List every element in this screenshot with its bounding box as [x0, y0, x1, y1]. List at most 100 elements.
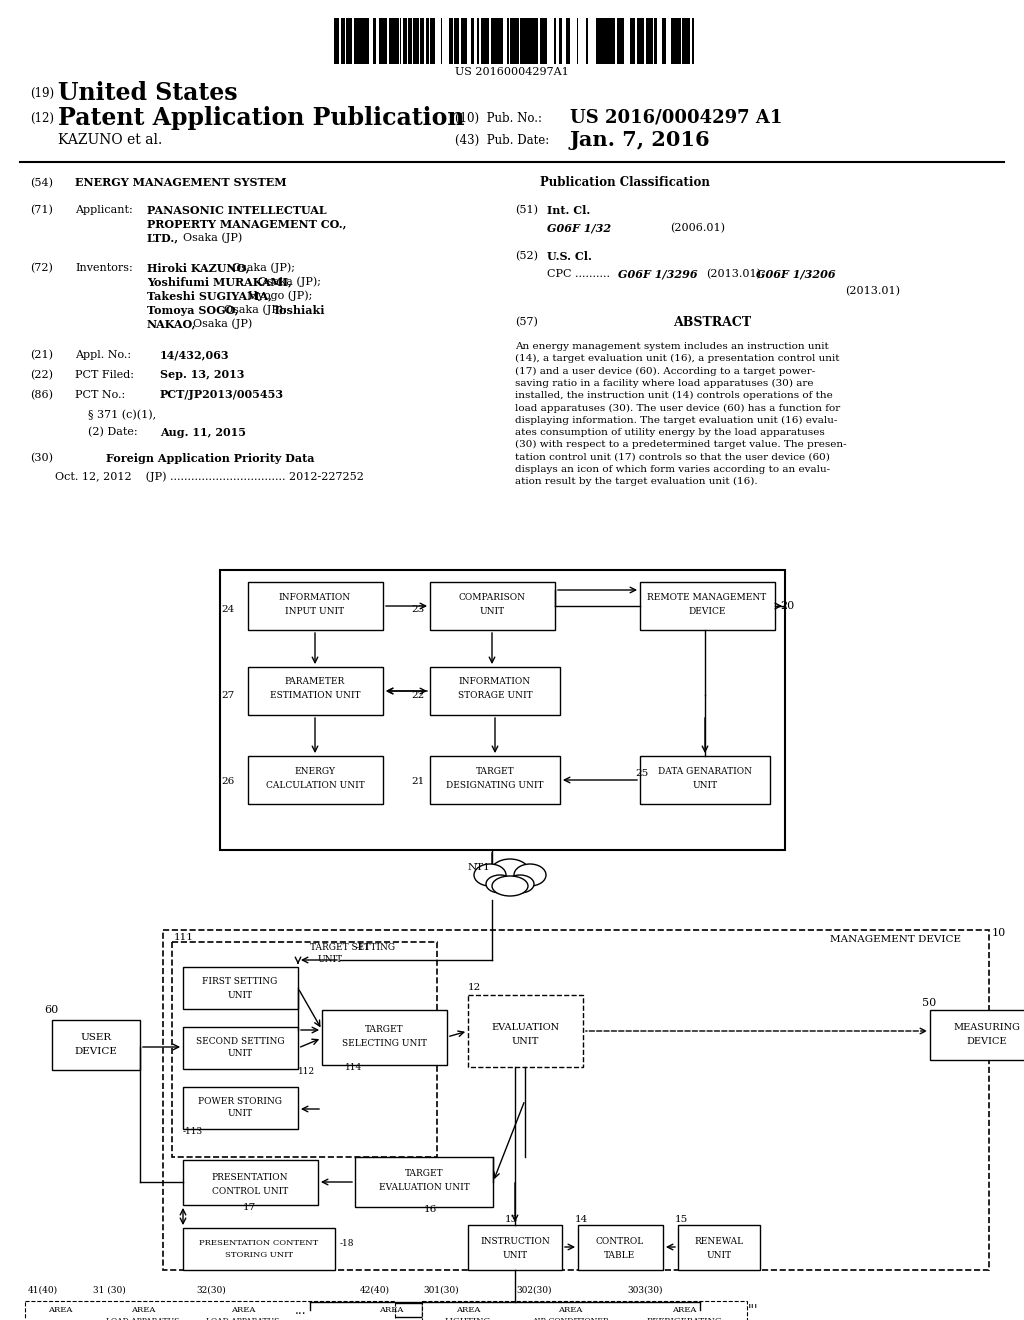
Text: INPUT UNIT: INPUT UNIT: [286, 607, 344, 616]
Text: Appl. No.:: Appl. No.:: [75, 350, 131, 360]
Bar: [355, 1158, 493, 1206]
Bar: [534, 18, 538, 63]
Bar: [25, 1302, 395, 1320]
Text: TABLE: TABLE: [604, 1250, 636, 1259]
Text: 14: 14: [575, 1216, 588, 1225]
Text: LOAD APPARATUS: LOAD APPARATUS: [106, 1317, 179, 1320]
Bar: [532, 18, 534, 63]
Text: (72): (72): [30, 263, 53, 273]
Text: AREA: AREA: [379, 1305, 403, 1313]
Text: UNIT: UNIT: [503, 1250, 527, 1259]
Bar: [322, 1010, 447, 1065]
Bar: [485, 18, 489, 63]
Text: (2006.01): (2006.01): [670, 223, 725, 234]
Text: UNIT: UNIT: [227, 990, 253, 999]
Text: An energy management system includes an instruction unit
(14), a target evaluati: An energy management system includes an …: [515, 342, 847, 486]
Bar: [183, 1228, 335, 1270]
Text: PARAMETER: PARAMETER: [285, 677, 345, 686]
Bar: [483, 18, 485, 63]
Bar: [618, 18, 620, 63]
Text: Hyogo (JP);: Hyogo (JP);: [248, 290, 312, 301]
Text: (2013.01): (2013.01): [845, 286, 900, 296]
Text: EVALUATION: EVALUATION: [490, 1023, 559, 1031]
Text: LTD.,: LTD.,: [147, 232, 179, 243]
Text: 112: 112: [298, 1068, 315, 1077]
Text: TARGET: TARGET: [404, 1168, 443, 1177]
Text: AREA: AREA: [230, 1305, 255, 1313]
Bar: [397, 18, 399, 63]
Bar: [385, 18, 387, 63]
Text: INFORMATION: INFORMATION: [459, 677, 531, 686]
Text: Jan. 7, 2016: Jan. 7, 2016: [570, 129, 711, 150]
Text: (51): (51): [515, 205, 538, 215]
Text: G06F 1/3206: G06F 1/3206: [756, 268, 836, 280]
Text: 32(30): 32(30): [196, 1286, 225, 1295]
Text: 50: 50: [922, 998, 936, 1008]
Text: FIRST SETTING: FIRST SETTING: [203, 978, 278, 986]
Text: 31 (30): 31 (30): [93, 1286, 126, 1295]
Bar: [416, 18, 419, 63]
Text: TARGET SETTING: TARGET SETTING: [310, 944, 395, 953]
Bar: [52, 1020, 140, 1071]
Text: (21): (21): [30, 350, 53, 360]
Text: Inventors:: Inventors:: [75, 263, 133, 273]
Text: SECOND SETTING: SECOND SETTING: [196, 1036, 285, 1045]
Text: Hiroki KAZUNO,: Hiroki KAZUNO,: [147, 263, 250, 273]
Text: INFORMATION: INFORMATION: [279, 594, 351, 602]
Text: ''': ''': [748, 1304, 759, 1316]
Bar: [461, 18, 464, 63]
Text: (2013.01);: (2013.01);: [706, 269, 765, 279]
Text: G06F 1/32: G06F 1/32: [547, 223, 611, 234]
Bar: [337, 18, 339, 63]
Text: 27: 27: [221, 690, 234, 700]
Text: (19): (19): [30, 87, 54, 99]
Text: AREA: AREA: [558, 1305, 583, 1313]
Text: (54): (54): [30, 178, 53, 189]
Text: UNIT: UNIT: [227, 1049, 253, 1059]
Text: MANAGEMENT DEVICE: MANAGEMENT DEVICE: [830, 936, 961, 945]
Text: 21: 21: [412, 777, 425, 787]
Text: DATA GENARATION: DATA GENARATION: [658, 767, 752, 776]
Text: DEVICE: DEVICE: [688, 606, 726, 615]
Bar: [627, 1303, 742, 1317]
Bar: [380, 18, 383, 63]
Text: -11: -11: [356, 944, 371, 953]
Text: UNIT: UNIT: [707, 1250, 731, 1259]
Text: TARGET: TARGET: [365, 1026, 403, 1035]
Bar: [683, 18, 687, 63]
Text: Osaka (JP);: Osaka (JP);: [258, 277, 321, 288]
Text: Takeshi SUGIYAMA,: Takeshi SUGIYAMA,: [147, 290, 272, 301]
Text: ESTIMATION UNIT: ESTIMATION UNIT: [269, 692, 360, 701]
Text: TARGET: TARGET: [476, 767, 514, 776]
Text: AREA: AREA: [672, 1305, 696, 1313]
Text: PROPERTY MANAGEMENT CO.,: PROPERTY MANAGEMENT CO.,: [147, 219, 346, 230]
Bar: [930, 1010, 1024, 1060]
Text: AREA: AREA: [48, 1305, 72, 1313]
Bar: [28, 1303, 93, 1317]
Bar: [172, 942, 437, 1158]
Bar: [93, 1303, 193, 1317]
Bar: [389, 18, 391, 63]
Text: ABSTRACT: ABSTRACT: [673, 315, 751, 329]
Text: EVALUATION UNIT: EVALUATION UNIT: [379, 1183, 469, 1192]
Bar: [471, 18, 474, 63]
Text: 17: 17: [243, 1204, 256, 1213]
Text: LIGHTING: LIGHTING: [444, 1317, 492, 1320]
Text: (2) Date:: (2) Date:: [88, 426, 137, 437]
Bar: [334, 18, 337, 63]
Bar: [248, 582, 383, 630]
Text: (52): (52): [515, 251, 538, 261]
Bar: [520, 18, 524, 63]
Text: Foreign Application Priority Data: Foreign Application Priority Data: [105, 453, 314, 463]
Text: 14/432,063: 14/432,063: [160, 350, 229, 360]
Text: -113: -113: [183, 1127, 203, 1137]
Text: UNIT: UNIT: [479, 607, 505, 616]
Bar: [248, 756, 383, 804]
Bar: [383, 18, 385, 63]
Bar: [613, 18, 615, 63]
Text: US 2016/0004297 A1: US 2016/0004297 A1: [570, 110, 782, 127]
Text: PRESENTATION: PRESENTATION: [212, 1172, 288, 1181]
Text: Int. Cl.: Int. Cl.: [547, 205, 590, 215]
Text: Applicant:: Applicant:: [75, 205, 133, 215]
Text: KAZUNO et al.: KAZUNO et al.: [58, 133, 162, 147]
